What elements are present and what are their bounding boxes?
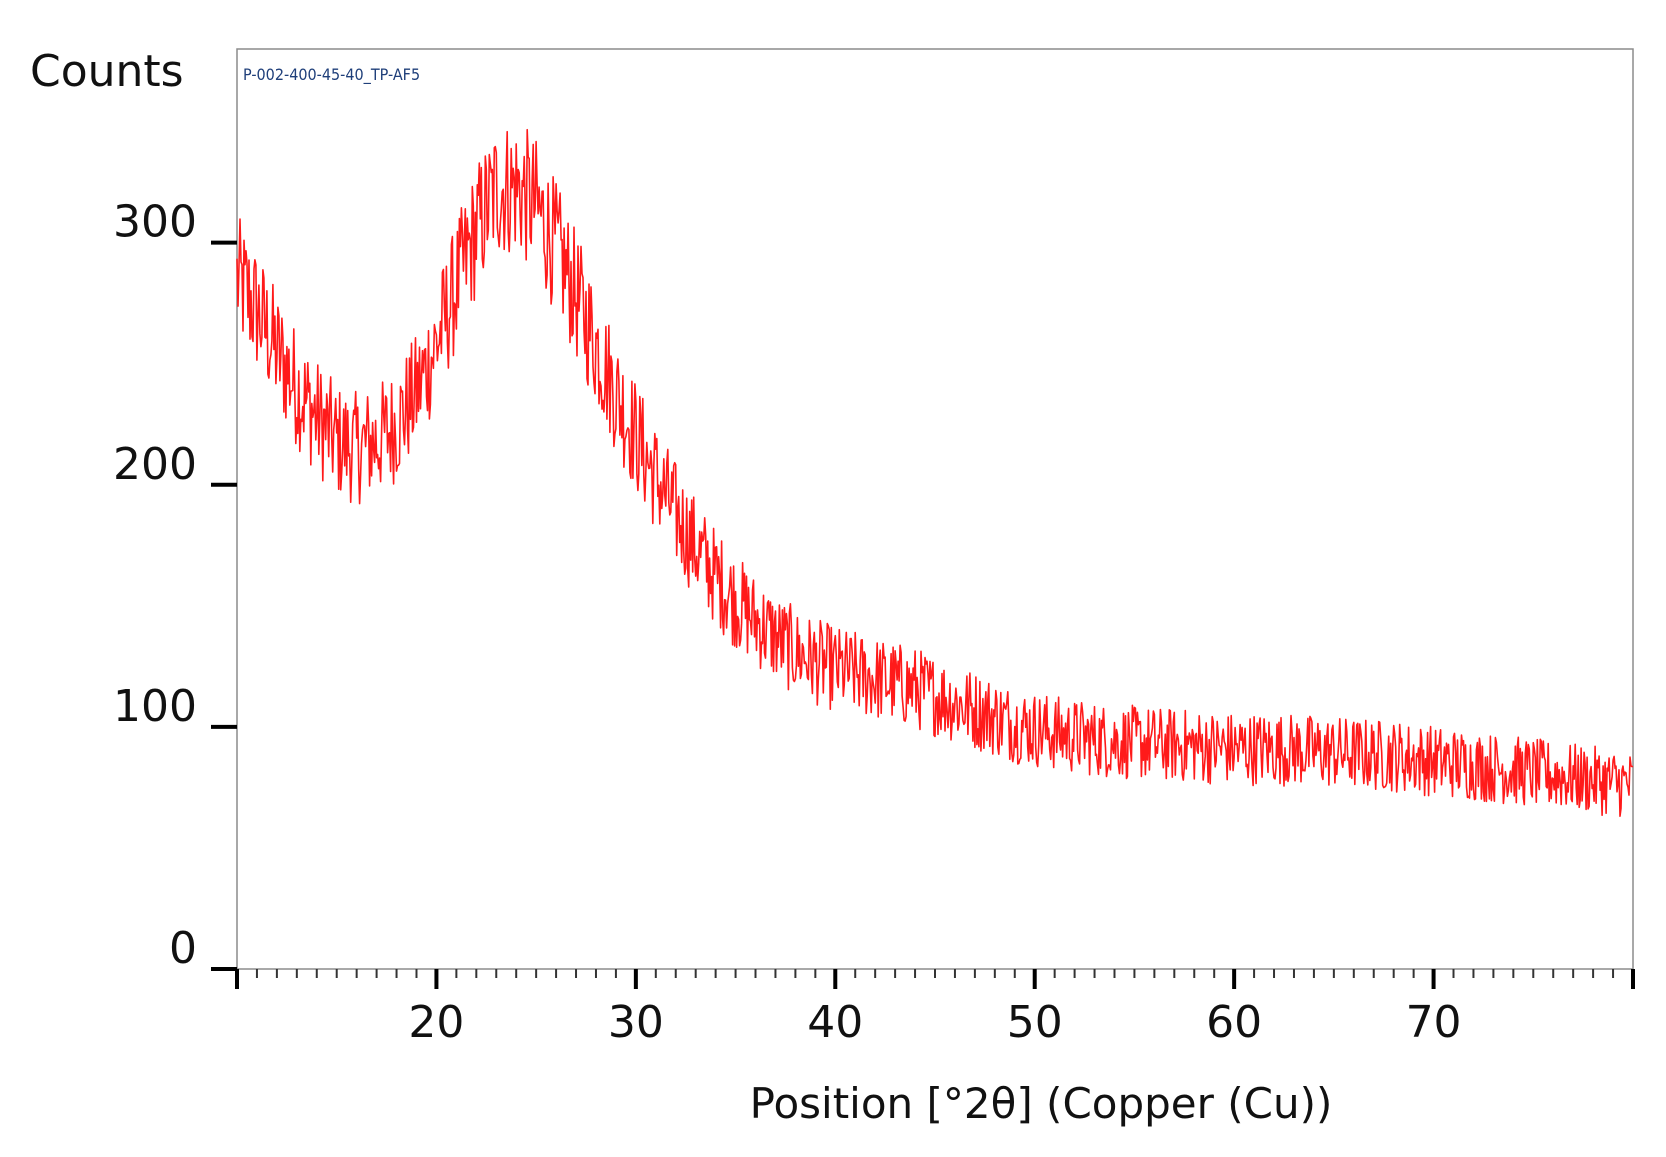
x-tick-label: 60 [1206, 997, 1262, 1048]
y-axis-label: Counts [30, 46, 184, 97]
y-tick-label: 100 [113, 681, 197, 732]
y-tick-label: 300 [113, 197, 197, 248]
x-tick-label: 50 [1007, 997, 1063, 1048]
x-axis-ticks: 20 30 40 50 60 70 [235, 969, 1635, 1048]
x-tick-label: 30 [608, 997, 664, 1048]
x-axis-label: Position [°2θ] (Copper (Cu)) [750, 1079, 1333, 1128]
x-tick-label: 40 [807, 997, 863, 1048]
plot-area [236, 48, 1634, 970]
y-axis-ticks: 0 100 200 300 [113, 197, 237, 974]
diffraction-pattern-line [236, 128, 1634, 818]
y-tick-label: 0 [169, 923, 197, 974]
sample-label: P-002-400-45-40_TP-AF5 [243, 65, 420, 85]
x-tick-label: 20 [408, 997, 464, 1048]
y-tick-label: 200 [113, 439, 197, 490]
x-tick-label: 70 [1406, 997, 1462, 1048]
